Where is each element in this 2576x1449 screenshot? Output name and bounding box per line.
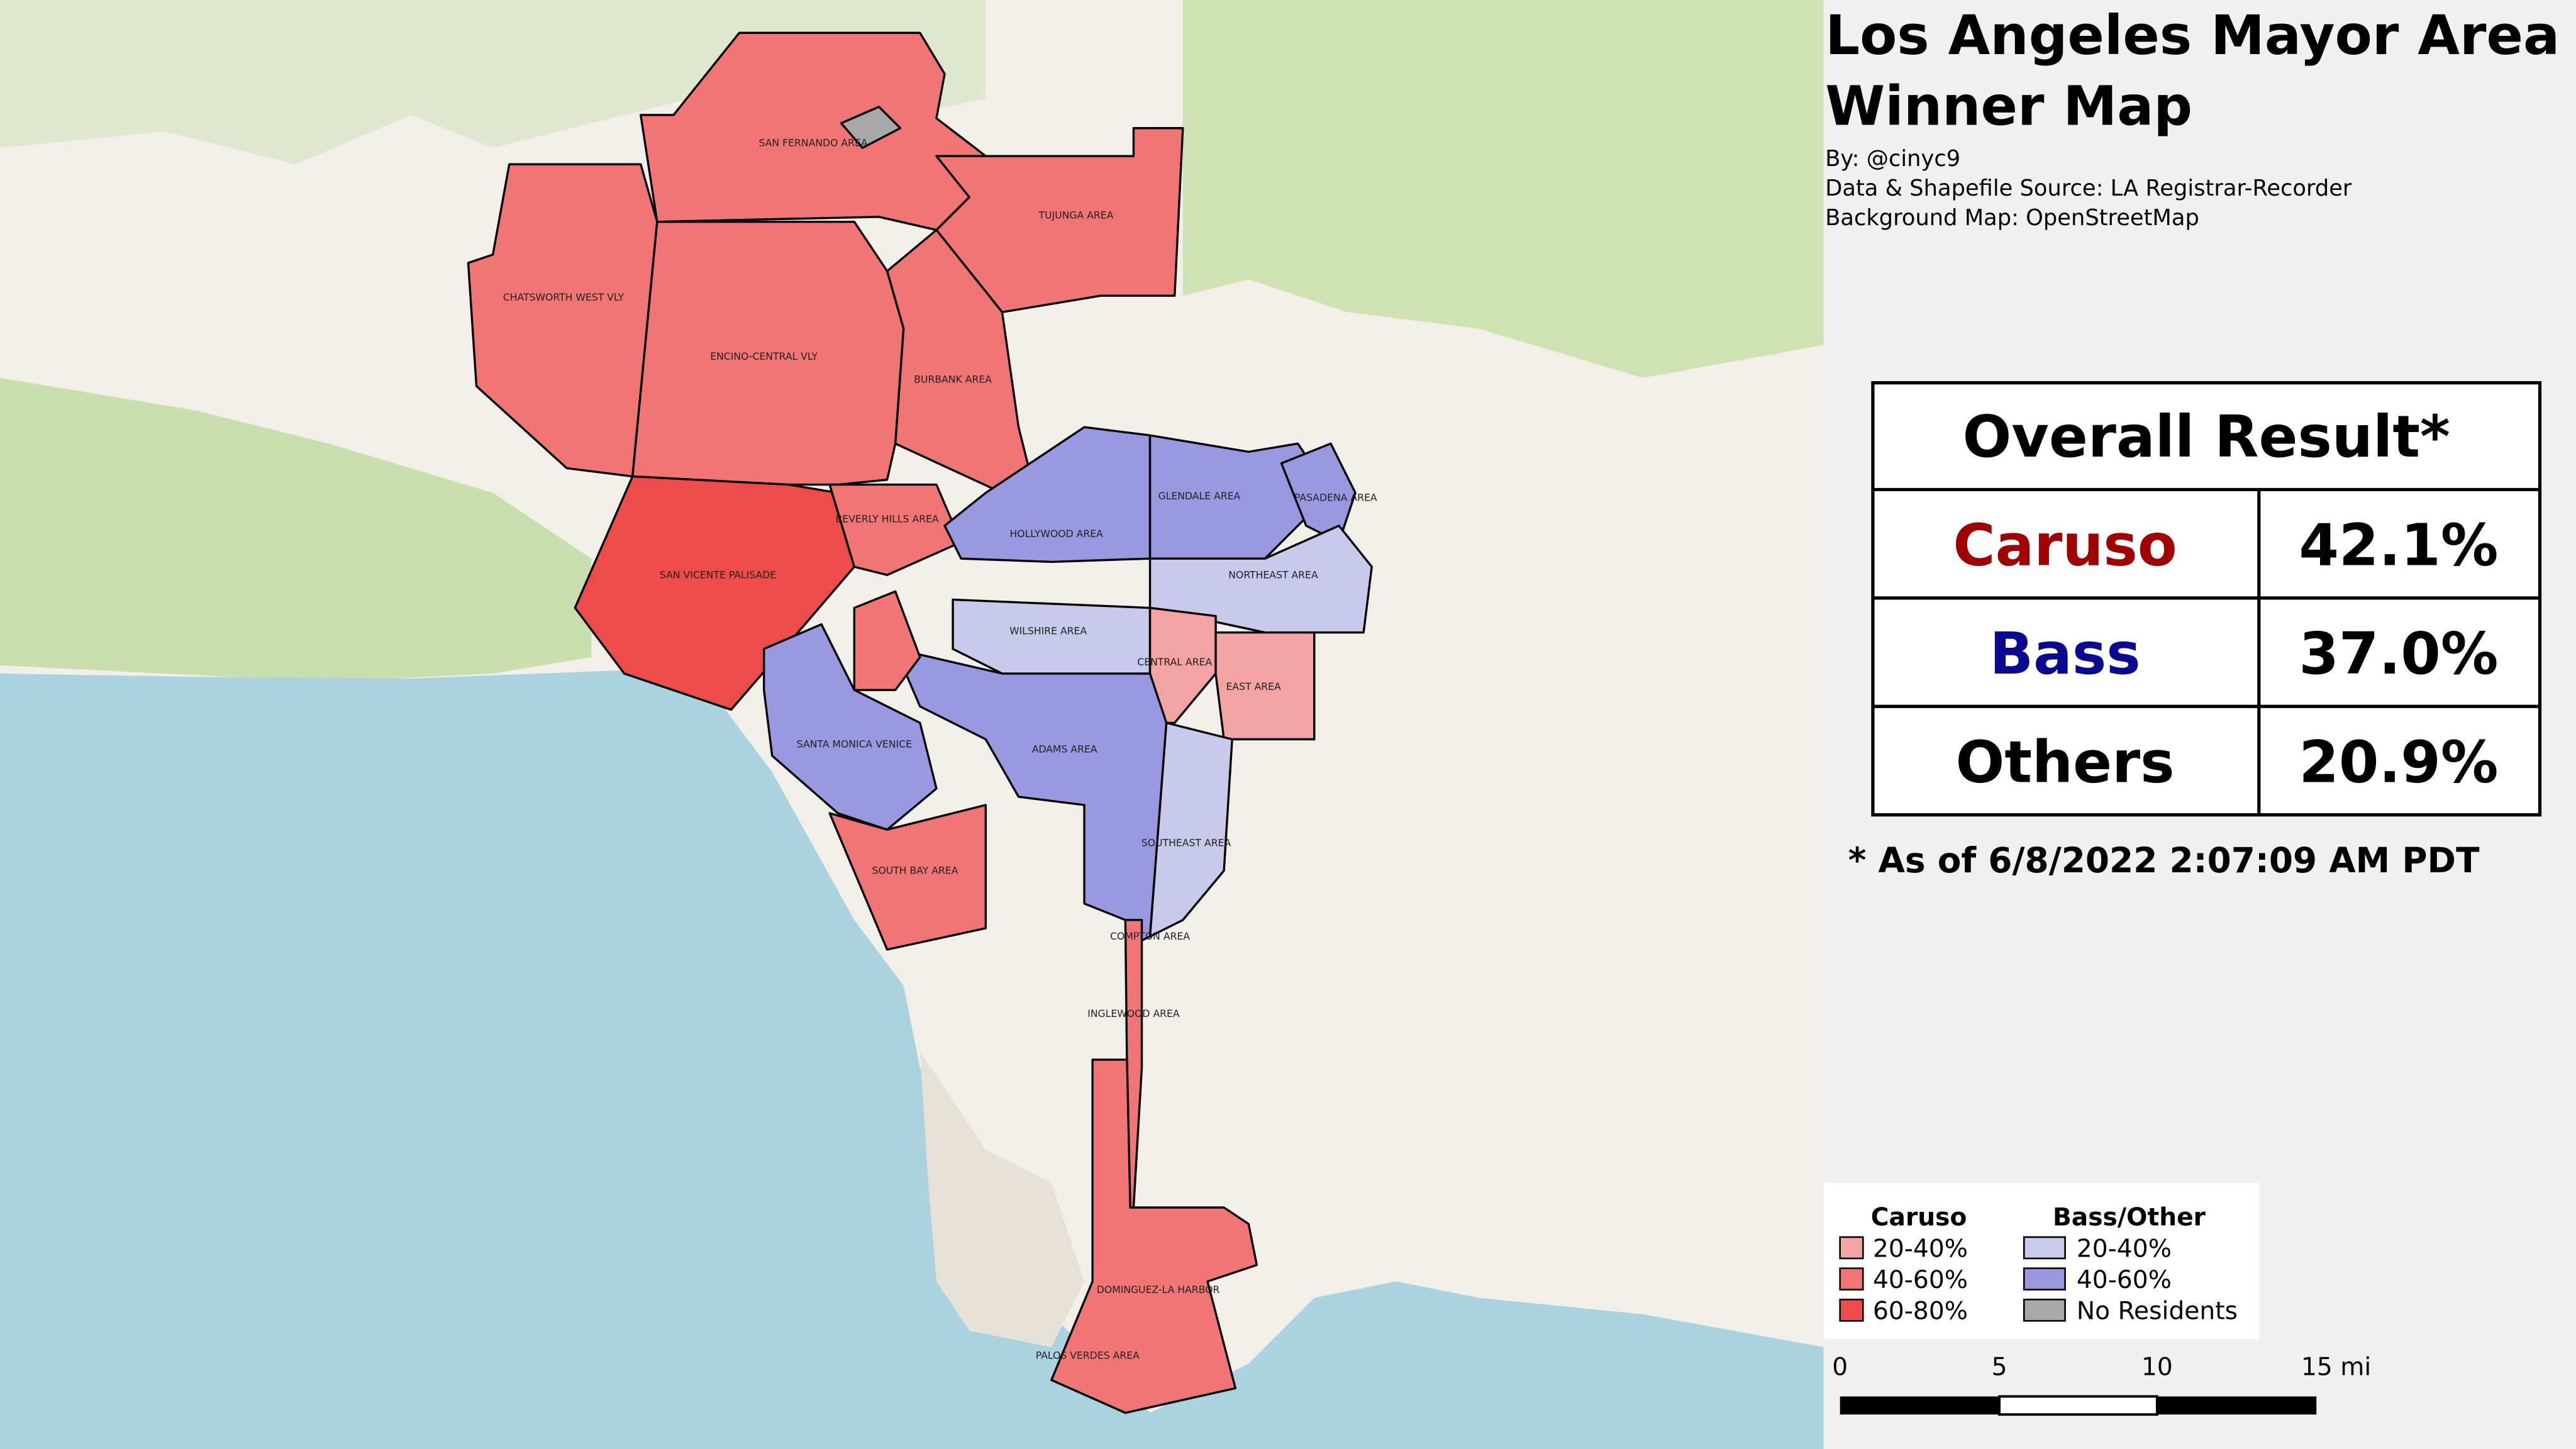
- title-line: Winner Map: [1825, 75, 2192, 138]
- area-shape: [1280, 442, 1357, 543]
- scale-label: 0: [1832, 1353, 1848, 1381]
- area-shape: [943, 426, 1152, 564]
- legend-title: Caruso: [1871, 1204, 1967, 1232]
- scale-label: 5: [1992, 1353, 2007, 1381]
- area-label: EAST AREA: [1226, 680, 1282, 692]
- legend-item: 40-60%: [1873, 1266, 1968, 1294]
- basemap: [0, 0, 1824, 1449]
- legend-title: Bass/Other: [2053, 1204, 2206, 1232]
- scale-label: 10: [2141, 1353, 2173, 1381]
- area-shape: [1148, 721, 1233, 938]
- area-label: SOUTHEAST AREA: [1141, 836, 1231, 848]
- candidate: Others: [1956, 728, 2175, 796]
- area-label: HOLLYWOOD AREA: [1009, 528, 1103, 540]
- area-label: ENCINO-CENTRAL VLY: [710, 350, 818, 362]
- area-labels: SAN FERNANDO AREA TUJUNGA AREA CHATSWORTH …: [503, 136, 1377, 1361]
- area-shape: [840, 106, 902, 149]
- area-shape: [828, 483, 962, 576]
- result: 37.0%: [2299, 620, 2498, 687]
- legend-item: No Residents: [2077, 1297, 2238, 1326]
- result: 20.9%: [2299, 728, 2498, 796]
- area-label: CHATSWORTH WEST VLY: [503, 291, 625, 303]
- area-label: PASADENA AREA: [1294, 492, 1377, 504]
- area-shape: [1214, 631, 1316, 741]
- credit: Data & Shapefile Source: LA Registrar-Re…: [1825, 175, 2352, 201]
- area-shape: [640, 31, 987, 231]
- scale-bar: 0 5 10 15 mi: [1832, 1353, 2371, 1416]
- areas: [467, 31, 1373, 1414]
- area-label: ADAMS AREA: [1032, 743, 1097, 755]
- area-shape: [828, 804, 987, 951]
- result: 42.1%: [2299, 512, 2498, 579]
- area-label: COMPTON AREA: [1110, 930, 1190, 942]
- candidate: Bass: [1990, 620, 2141, 687]
- area-label: GLENDALE AREA: [1158, 490, 1241, 502]
- credit: By: @cinyc9: [1825, 146, 1960, 172]
- candidate: Caruso: [1953, 512, 2177, 579]
- area-shape: [467, 163, 658, 478]
- area-shape: [935, 127, 1184, 314]
- area-label: DOMINGUEZ-LA HARBOR: [1097, 1284, 1220, 1296]
- area-label: NORTHEAST AREA: [1228, 569, 1318, 581]
- area-label: PALOS VERDES AREA: [1036, 1349, 1140, 1361]
- area-shape: [853, 590, 921, 691]
- area-label: BURBANK AREA: [914, 374, 992, 386]
- area-shape: [574, 475, 856, 711]
- area-label: SAN VICENTE PALISADE: [660, 569, 776, 581]
- area-shape: [1050, 1058, 1258, 1414]
- area-label: SOUTH BAY AREA: [872, 865, 958, 877]
- area-label: CENTRAL AREA: [1137, 656, 1212, 668]
- area-label: SANTA MONICA VENICE: [797, 738, 912, 750]
- area-label: INGLEWOOD AREA: [1087, 1008, 1180, 1019]
- area-label: SAN FERNANDO AREA: [759, 136, 868, 148]
- legend-item: 20-40%: [2077, 1235, 2172, 1263]
- legend-item: 20-40%: [1873, 1235, 1968, 1263]
- scale-label: 15 mi: [2301, 1353, 2371, 1381]
- credit: Background Map: OpenStreetMap: [1825, 205, 2199, 231]
- area-shape: [762, 623, 938, 831]
- table-title: Overall Result*: [1963, 403, 2450, 470]
- area-label: BEVERLY HILLS AREA: [835, 513, 939, 525]
- legend-item: 40-60%: [2077, 1266, 2172, 1294]
- legend: Caruso Bass/Other 20-40% 40-60% 60-80% 2…: [1823, 1182, 2259, 1339]
- title-line: Los Angeles Mayor Area: [1825, 4, 2560, 67]
- area-label: WILSHIRE AREA: [1009, 625, 1087, 636]
- footnote: * As of 6/8/2022 2:07:09 AM PDT: [1848, 840, 2480, 880]
- area-label: TUJUNGA AREA: [1038, 209, 1114, 221]
- legend-item: 60-80%: [1873, 1297, 1968, 1326]
